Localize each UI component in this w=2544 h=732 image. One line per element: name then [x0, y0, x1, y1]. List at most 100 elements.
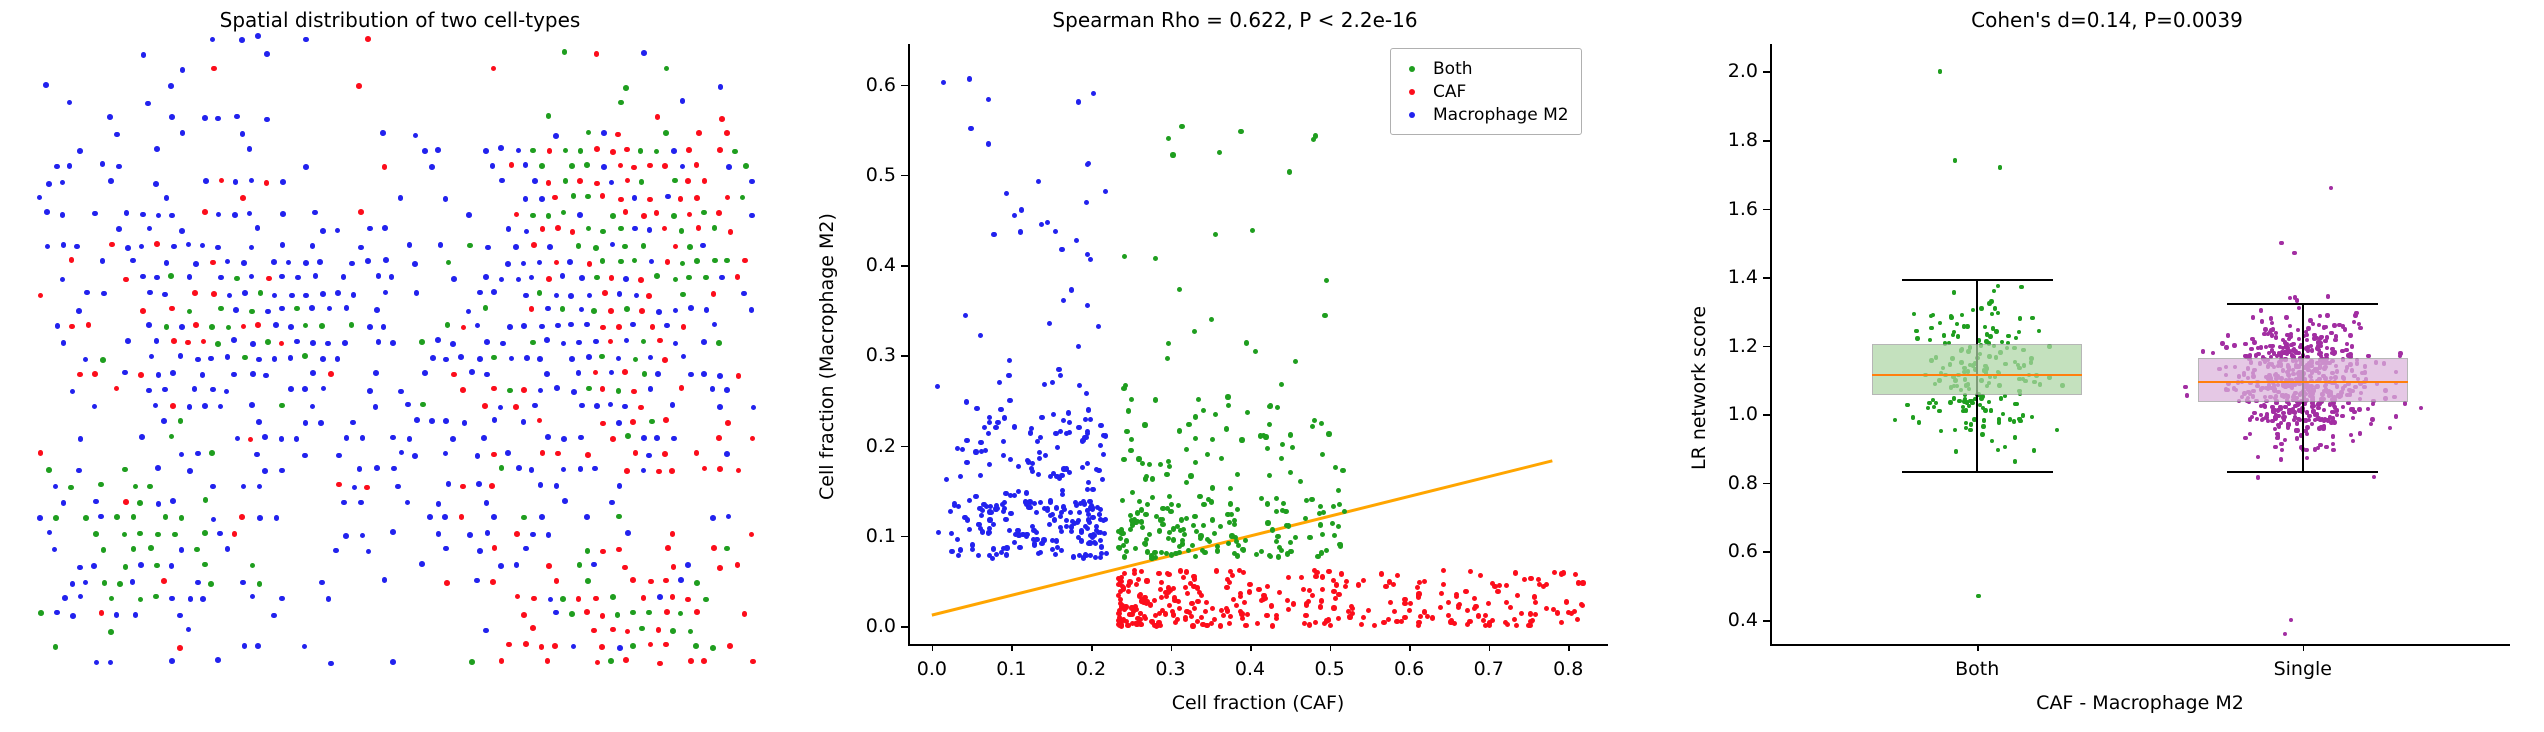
scatter-point-macrophage-m2 — [1064, 517, 1070, 523]
scatter-x-tick-mark — [1090, 644, 1093, 651]
boxplot-point-single — [2276, 424, 2281, 429]
spatial-point-macrophage-m2 — [412, 453, 418, 459]
scatter-point-macrophage-m2 — [1008, 456, 1014, 462]
spatial-point-both — [561, 49, 568, 56]
legend-item-both[interactable]: Both — [1401, 57, 1569, 80]
boxplot-point-single — [2271, 351, 2277, 356]
spatial-point-both — [687, 628, 694, 635]
scatter-point-both — [1153, 397, 1159, 403]
scatter-point-caf — [1571, 609, 1577, 615]
boxplot-point-single — [2334, 413, 2340, 418]
scatter-point-macrophage-m2 — [1059, 547, 1065, 554]
spatial-point-macrophage-m2 — [271, 292, 278, 299]
spatial-point-both — [257, 290, 264, 296]
scatter-point-caf — [1269, 603, 1275, 609]
spatial-point-caf — [553, 578, 560, 584]
scatter-point-both — [1164, 472, 1170, 478]
scatter-point-macrophage-m2 — [1031, 527, 1037, 534]
boxplot-point-single — [2304, 332, 2310, 338]
scatter-point-macrophage-m2 — [1030, 468, 1036, 474]
scatter-point-caf — [1116, 593, 1122, 599]
spatial-point-caf — [678, 385, 685, 392]
spatial-point-macrophage-m2 — [82, 356, 89, 363]
spatial-point-caf — [551, 642, 558, 649]
boxplot-point-single — [2292, 409, 2297, 415]
scatter-point-both — [1167, 464, 1173, 470]
scatter-point-caf — [1528, 619, 1534, 625]
scatter-point-caf — [1121, 607, 1127, 613]
spatial-point-both — [614, 612, 621, 618]
scatter-point-caf — [1300, 587, 1306, 593]
scatter-point-macrophage-m2 — [1067, 419, 1073, 426]
scatter-point-macrophage-m2 — [948, 531, 954, 537]
scatter-point-caf — [1465, 608, 1471, 614]
scatter-point-caf — [1119, 621, 1125, 627]
scatter-point-caf — [1489, 617, 1495, 624]
scatter-point-both — [1166, 341, 1172, 347]
legend-item-caf[interactable]: CAF — [1401, 80, 1569, 103]
scatter-point-caf — [1137, 617, 1143, 623]
scatter-point-both — [1152, 549, 1158, 555]
scatter-point-caf — [1259, 598, 1265, 604]
scatter-point-macrophage-m2 — [1003, 517, 1009, 523]
spatial-point-macrophage-m2 — [450, 341, 456, 347]
scatter-point-caf — [1430, 615, 1436, 621]
spatial-point-caf — [98, 610, 105, 616]
spatial-point-both — [630, 643, 636, 649]
spatial-point-caf — [607, 338, 614, 345]
boxplot-point-both — [2036, 328, 2041, 333]
scatter-point-macrophage-m2 — [1044, 506, 1050, 512]
spatial-point-caf — [653, 210, 660, 216]
scatter-point-caf — [1123, 604, 1129, 610]
scatter-point-caf — [1156, 623, 1162, 629]
boxplot-point-both — [2017, 316, 2022, 321]
spatial-point-macrophage-m2 — [99, 161, 106, 167]
scatter-point-both — [1319, 452, 1326, 458]
scatter-x-tick-label: 0.7 — [1473, 658, 1504, 680]
spatial-point-macrophage-m2 — [648, 258, 655, 265]
spatial-point-macrophage-m2 — [263, 51, 270, 57]
scatter-point-macrophage-m2 — [1089, 506, 1095, 512]
scatter-point-caf — [1521, 576, 1528, 582]
boxplot-point-both — [1965, 324, 1970, 329]
spatial-point-macrophage-m2 — [231, 337, 237, 343]
scatter-point-caf — [1165, 589, 1171, 595]
spatial-point-both — [163, 324, 170, 330]
scatter-point-both — [1288, 548, 1294, 554]
boxplot-point-both — [2029, 414, 2035, 420]
scatter-point-macrophage-m2 — [1047, 513, 1054, 519]
scatter-point-both — [1120, 530, 1126, 537]
boxplot-point-single — [2295, 436, 2300, 441]
spatial-point-macrophage-m2 — [521, 323, 527, 330]
scatter-point-macrophage-m2 — [1071, 521, 1078, 527]
spatial-point-caf — [460, 483, 466, 490]
scatter-point-both — [1335, 523, 1341, 530]
scatter-point-both — [1227, 485, 1234, 491]
boxplot-point-single — [2288, 331, 2293, 337]
boxplot-outlier-single — [2292, 250, 2297, 256]
spatial-point-macrophage-m2 — [520, 419, 527, 426]
boxplot-point-single — [2281, 345, 2286, 351]
boxplot-point-both — [1981, 424, 1986, 429]
spatial-point-both — [445, 259, 452, 266]
spatial-point-macrophage-m2 — [349, 260, 356, 267]
boxplot-point-single — [2323, 338, 2328, 344]
boxplot-point-single — [2262, 404, 2268, 409]
scatter-point-both — [1143, 473, 1149, 480]
scatter-point-caf — [1438, 590, 1445, 596]
scatter-point-caf — [1299, 574, 1305, 580]
boxplot-point-single — [2249, 415, 2255, 420]
spatial-point-macrophage-m2 — [84, 289, 90, 296]
spatial-point-caf — [663, 417, 669, 423]
spatial-point-both — [616, 513, 623, 520]
spatial-point-macrophage-m2 — [656, 309, 662, 315]
legend-item-macrophage-m2[interactable]: Macrophage M2 — [1401, 103, 1569, 126]
scatter-point-macrophage-m2 — [1023, 502, 1030, 508]
spatial-point-macrophage-m2 — [60, 242, 67, 248]
spatial-point-caf — [585, 452, 592, 458]
scatter-point-both — [1326, 431, 1332, 437]
scatter-point-both — [1280, 500, 1286, 507]
scatter-x-tick-label: 0.6 — [1394, 658, 1425, 680]
spatial-point-caf — [555, 450, 561, 457]
boxplot-point-single — [2330, 416, 2336, 421]
